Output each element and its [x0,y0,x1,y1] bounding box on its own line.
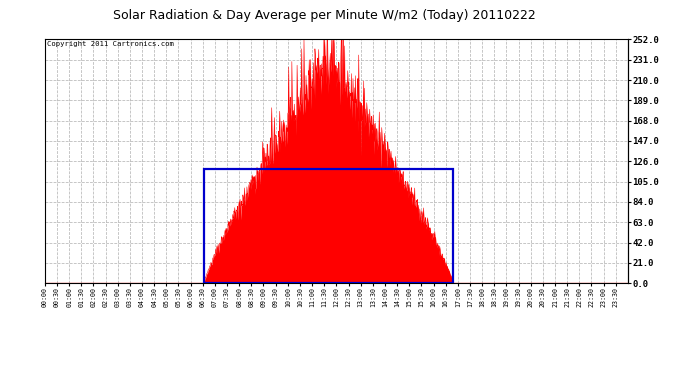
Text: Solar Radiation & Day Average per Minute W/m2 (Today) 20110222: Solar Radiation & Day Average per Minute… [113,9,535,22]
Text: Copyright 2011 Cartronics.com: Copyright 2011 Cartronics.com [47,40,173,46]
Bar [204,169,453,283]
